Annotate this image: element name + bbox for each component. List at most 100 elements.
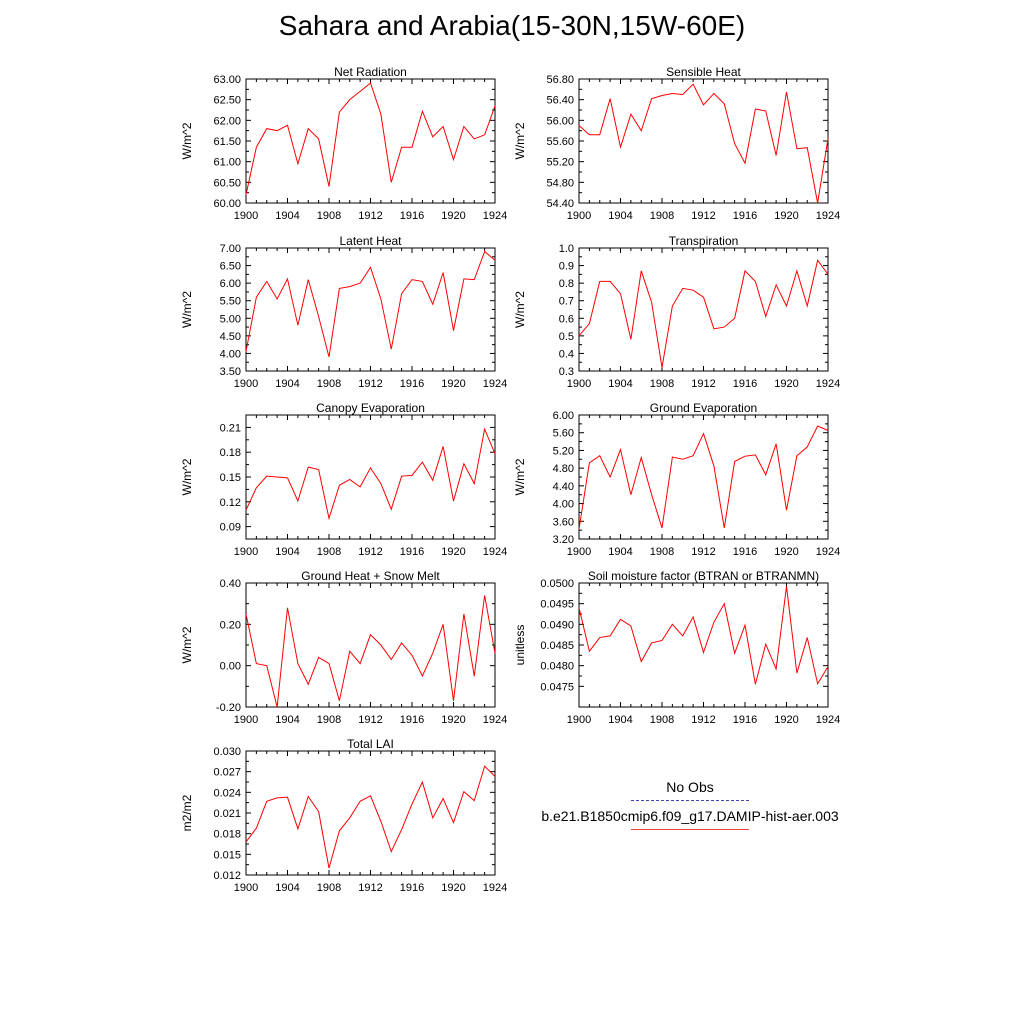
y-tick-label: 0.9 (559, 261, 574, 273)
panel-title: Sensible Heat (666, 65, 741, 79)
y-tick-label: 62.50 (213, 95, 241, 107)
y-tick-label: 0.0475 (540, 681, 574, 693)
x-tick-label: 1916 (400, 378, 424, 390)
series-line (578, 586, 829, 686)
x-tick-label: 1900 (567, 546, 591, 558)
y-tick-label: 0.0500 (540, 578, 574, 590)
x-tick-label: 1904 (608, 714, 632, 726)
y-tick-label: 0.12 (220, 497, 241, 509)
y-tick-label: 4.80 (553, 463, 574, 475)
x-tick-label: 1916 (400, 882, 424, 894)
panel-title: Transpiration (669, 234, 739, 248)
x-tick-label: 1924 (816, 378, 840, 390)
y-tick-label: 0.030 (213, 746, 241, 758)
x-tick-label: 1920 (774, 210, 798, 222)
chart-panel-1: Net Radiation W/m^2 1900 1904 1908 1912 1916 19… (180, 65, 507, 222)
y-tick-label: 61.00 (213, 157, 241, 169)
x-tick-label: 1924 (483, 210, 507, 222)
x-tick-label: 1912 (358, 210, 382, 222)
y-axis-label: W/m^2 (513, 458, 527, 495)
x-tick-label: 1912 (691, 714, 715, 726)
plot-frame (578, 78, 829, 204)
x-tick-label: 1924 (816, 714, 840, 726)
series-line (578, 425, 829, 530)
x-tick-label: 1924 (816, 546, 840, 558)
x-tick-label: 1900 (567, 714, 591, 726)
x-tick-label: 1924 (483, 378, 507, 390)
plot-frame (578, 247, 829, 372)
series-line (245, 765, 496, 869)
x-tick-label: 1916 (400, 546, 424, 558)
y-tick-label: 56.00 (546, 115, 574, 127)
series-line (578, 259, 829, 368)
y-axis-label: W/m^2 (513, 122, 527, 159)
y-tick-label: 0.09 (220, 522, 241, 534)
y-tick-label: 4.40 (553, 481, 574, 493)
panel-title: Ground Evaporation (650, 401, 757, 415)
x-tick-label: 1924 (483, 882, 507, 894)
y-tick-label: 4.00 (220, 348, 241, 360)
x-tick-label: 1916 (733, 714, 757, 726)
series-line (245, 427, 496, 521)
x-tick-label: 1920 (441, 210, 465, 222)
legend: No Obs b.e21.B1850cmip6.f09_g17.DAMIP-hi… (540, 778, 840, 836)
y-tick-label: 4.00 (553, 499, 574, 511)
y-axis-label: W/m^2 (180, 626, 194, 663)
series-line (578, 83, 829, 204)
y-tick-label: 0.018 (213, 829, 241, 841)
panel-title: Latent Heat (339, 234, 402, 248)
series-line (245, 82, 496, 195)
legend-model-line (631, 829, 749, 830)
x-tick-label: 1900 (234, 210, 258, 222)
y-tick-label: 0.4 (559, 348, 574, 360)
chart-panel-4: Transpiration W/m^2 1900 1904 1908 1912 1916 19… (513, 234, 840, 390)
y-tick-label: 0.0480 (540, 661, 574, 673)
x-tick-label: 1900 (567, 210, 591, 222)
x-tick-label: 1924 (483, 546, 507, 558)
x-tick-label: 1912 (358, 546, 382, 558)
x-tick-label: 1908 (650, 210, 674, 222)
x-tick-label: 1912 (358, 714, 382, 726)
x-tick-label: 1912 (358, 378, 382, 390)
y-tick-label: -0.20 (216, 702, 241, 714)
x-tick-label: 1908 (650, 546, 674, 558)
y-tick-label: 0.7 (559, 296, 574, 308)
y-tick-label: 3.20 (553, 534, 574, 546)
x-tick-label: 1912 (358, 882, 382, 894)
x-tick-label: 1908 (650, 378, 674, 390)
x-tick-label: 1904 (275, 714, 299, 726)
panel-title: Net Radiation (334, 65, 407, 79)
y-tick-label: 0.015 (213, 849, 241, 861)
y-tick-label: 62.00 (213, 115, 241, 127)
x-tick-label: 1900 (234, 546, 258, 558)
panel-title: Canopy Evaporation (316, 401, 425, 415)
y-tick-label: 0.012 (213, 870, 241, 882)
x-tick-label: 1912 (691, 378, 715, 390)
x-tick-label: 1908 (317, 210, 341, 222)
x-tick-label: 1908 (317, 546, 341, 558)
y-axis-label: W/m^2 (180, 122, 194, 159)
y-axis-label: m2/m2 (180, 794, 194, 831)
x-tick-label: 1904 (608, 546, 632, 558)
x-tick-label: 1924 (816, 210, 840, 222)
y-tick-label: 6.00 (553, 410, 574, 422)
y-tick-label: 56.40 (546, 95, 574, 107)
y-tick-label: 56.80 (546, 74, 574, 86)
y-tick-label: 55.20 (546, 157, 574, 169)
y-tick-label: 0.0495 (540, 599, 574, 611)
y-tick-label: 0.40 (220, 578, 241, 590)
x-tick-label: 1900 (234, 714, 258, 726)
panel-title: Total LAI (347, 737, 394, 751)
x-tick-label: 1908 (317, 882, 341, 894)
x-tick-label: 1900 (567, 378, 591, 390)
series-line (245, 595, 496, 708)
y-tick-label: 0.21 (220, 422, 241, 434)
y-tick-label: 0.00 (220, 661, 241, 673)
chart-panel-3: Latent Heat W/m^2 1900 1904 1908 1912 1916 1920… (180, 234, 507, 390)
y-axis-label: W/m^2 (180, 291, 194, 328)
y-tick-label: 0.20 (220, 619, 241, 631)
x-tick-label: 1920 (441, 378, 465, 390)
y-tick-label: 4.50 (220, 331, 241, 343)
x-tick-label: 1916 (400, 714, 424, 726)
y-tick-label: 5.60 (553, 428, 574, 440)
